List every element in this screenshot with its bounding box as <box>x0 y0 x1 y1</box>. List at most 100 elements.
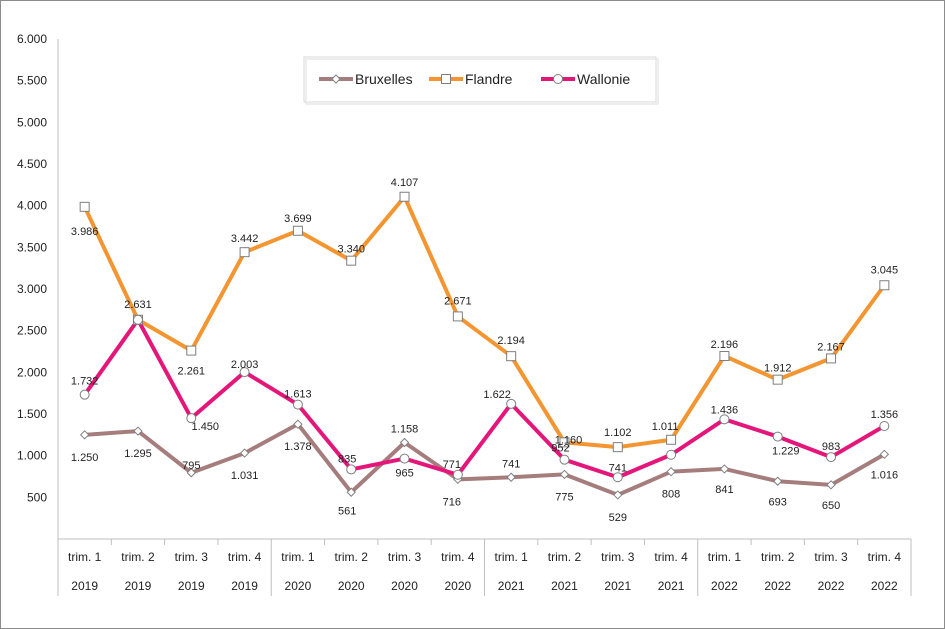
data-label-wallonie: 1.622 <box>483 389 511 401</box>
data-label-bruxelles: 650 <box>822 500 840 512</box>
data-point-wallonie <box>399 453 410 464</box>
data-point-bruxelles <box>79 430 90 440</box>
data-label-flandre: 1.160 <box>555 434 583 446</box>
x-tick-label-year: 2022 <box>711 579 738 593</box>
x-tick-label-quarter: trim. 1 <box>494 550 528 564</box>
data-label-bruxelles: 1.378 <box>284 441 312 453</box>
data-label-wallonie: 1.229 <box>772 446 800 458</box>
data-point-flandre <box>79 201 90 212</box>
x-tick-label-year: 2021 <box>498 579 525 593</box>
data-point-wallonie <box>452 469 463 480</box>
x-tick-label-quarter: trim. 2 <box>121 550 155 564</box>
data-point-flandre <box>559 437 570 448</box>
legend-marker-bruxelles <box>331 74 341 84</box>
data-point-wallonie <box>826 452 837 463</box>
data-point-flandre <box>239 247 250 258</box>
data-point-wallonie <box>772 431 783 442</box>
x-tick-label-year: 2021 <box>551 579 578 593</box>
data-label-flandre: 3.340 <box>337 244 365 256</box>
data-label-bruxelles: 1.295 <box>124 448 152 460</box>
series-line-flandre <box>82 194 886 450</box>
x-tick-label-year: 2021 <box>604 579 631 593</box>
data-label-wallonie: 771 <box>443 459 461 471</box>
data-point-wallonie <box>559 454 570 465</box>
data-label-bruxelles: 775 <box>555 491 573 503</box>
x-tick-label-year: 2019 <box>231 579 258 593</box>
x-tick-label-year: 2022 <box>871 579 898 593</box>
data-point-bruxelles <box>239 448 250 458</box>
data-point-bruxelles <box>559 469 570 480</box>
data-label-flandre: 2.261 <box>178 366 206 378</box>
x-tick-label-quarter: trim. 3 <box>601 550 635 564</box>
data-point-bruxelles <box>346 487 356 497</box>
data-label-wallonie: 1.436 <box>711 404 739 416</box>
y-tick-label: 2.000 <box>17 365 47 379</box>
x-tick-label-quarter: trim. 1 <box>68 550 102 564</box>
data-label-bruxelles: 716 <box>443 496 461 508</box>
y-tick-label: 5.500 <box>17 74 47 88</box>
data-label-wallonie: 952 <box>551 443 569 455</box>
data-point-wallonie <box>506 398 517 409</box>
data-label-wallonie: 983 <box>822 441 840 453</box>
data-point-wallonie <box>79 389 90 400</box>
data-point-flandre <box>346 255 357 266</box>
data-point-flandre <box>612 442 623 453</box>
x-tick-label-quarter: trim. 2 <box>335 550 369 564</box>
x-tick-label-quarter: trim. 4 <box>654 550 688 564</box>
data-point-flandre <box>186 345 197 356</box>
x-tick-label-quarter: trim. 3 <box>814 550 848 564</box>
y-tick-label: 2.500 <box>17 324 47 338</box>
data-label-wallonie: 2.003 <box>231 359 259 371</box>
data-label-bruxelles: 1.031 <box>231 470 259 482</box>
data-label-bruxelles: 808 <box>662 489 680 501</box>
y-tick-label: 500 <box>27 490 47 504</box>
data-point-flandre <box>666 434 677 445</box>
data-label-flandre: 1.102 <box>604 427 632 439</box>
data-label-wallonie: 1.356 <box>871 409 899 421</box>
data-label-flandre: 3.986 <box>71 226 99 238</box>
data-point-bruxelles <box>613 490 623 500</box>
data-label-bruxelles: 741 <box>502 458 520 470</box>
data-point-wallonie <box>666 449 677 460</box>
x-tick-label-quarter: trim. 3 <box>175 550 209 564</box>
data-label-flandre: 1.912 <box>764 363 792 375</box>
data-label-bruxelles: 693 <box>769 496 787 508</box>
data-label-flandre: 2.194 <box>497 335 525 347</box>
data-point-flandre <box>506 351 517 362</box>
data-point-bruxelles <box>399 437 410 448</box>
y-tick-label: 4.000 <box>17 199 47 213</box>
y-tick-label: 5.000 <box>17 115 47 129</box>
x-tick-label-quarter: trim. 4 <box>228 550 262 564</box>
data-labels: 1.250 1.295 795 1.031 1.378 561 1.158 716 741 775… <box>71 177 898 524</box>
legend-label-flandre: Flandre <box>465 71 513 87</box>
data-point-wallonie <box>292 399 303 410</box>
data-point-bruxelles <box>293 419 303 429</box>
series-layer <box>79 191 890 500</box>
data-label-flandre: 4.107 <box>391 177 419 189</box>
x-tick-label-year: 2020 <box>444 579 471 593</box>
legend-label-bruxelles: Bruxelles <box>355 71 413 87</box>
data-point-bruxelles <box>773 476 783 486</box>
data-label-wallonie: 741 <box>609 462 627 474</box>
legend-label-wallonie: Wallonie <box>577 71 630 87</box>
data-label-bruxelles: 529 <box>609 512 627 524</box>
y-tick-label: 1.000 <box>17 449 47 463</box>
x-tick-label-year: 2020 <box>391 579 418 593</box>
data-label-bruxelles: 1.158 <box>391 424 419 436</box>
x-tick-label-quarter: trim. 1 <box>708 550 742 564</box>
data-point-bruxelles <box>879 449 890 460</box>
data-point-flandre <box>292 225 303 236</box>
x-tick-label-year: 2022 <box>818 579 845 593</box>
data-point-wallonie <box>719 414 730 425</box>
data-point-wallonie <box>186 413 197 424</box>
y-tick-label: 6.000 <box>17 32 47 46</box>
data-point-flandre <box>879 280 890 291</box>
data-label-wallonie: 1.450 <box>192 421 220 433</box>
data-label-bruxelles: 1.016 <box>871 469 899 481</box>
x-tick-label-quarter: trim. 2 <box>548 550 582 564</box>
data-label-bruxelles: 1.250 <box>71 452 99 464</box>
data-label-bruxelles: 561 <box>338 505 356 517</box>
x-tick-label-quarter: trim. 4 <box>441 550 475 564</box>
